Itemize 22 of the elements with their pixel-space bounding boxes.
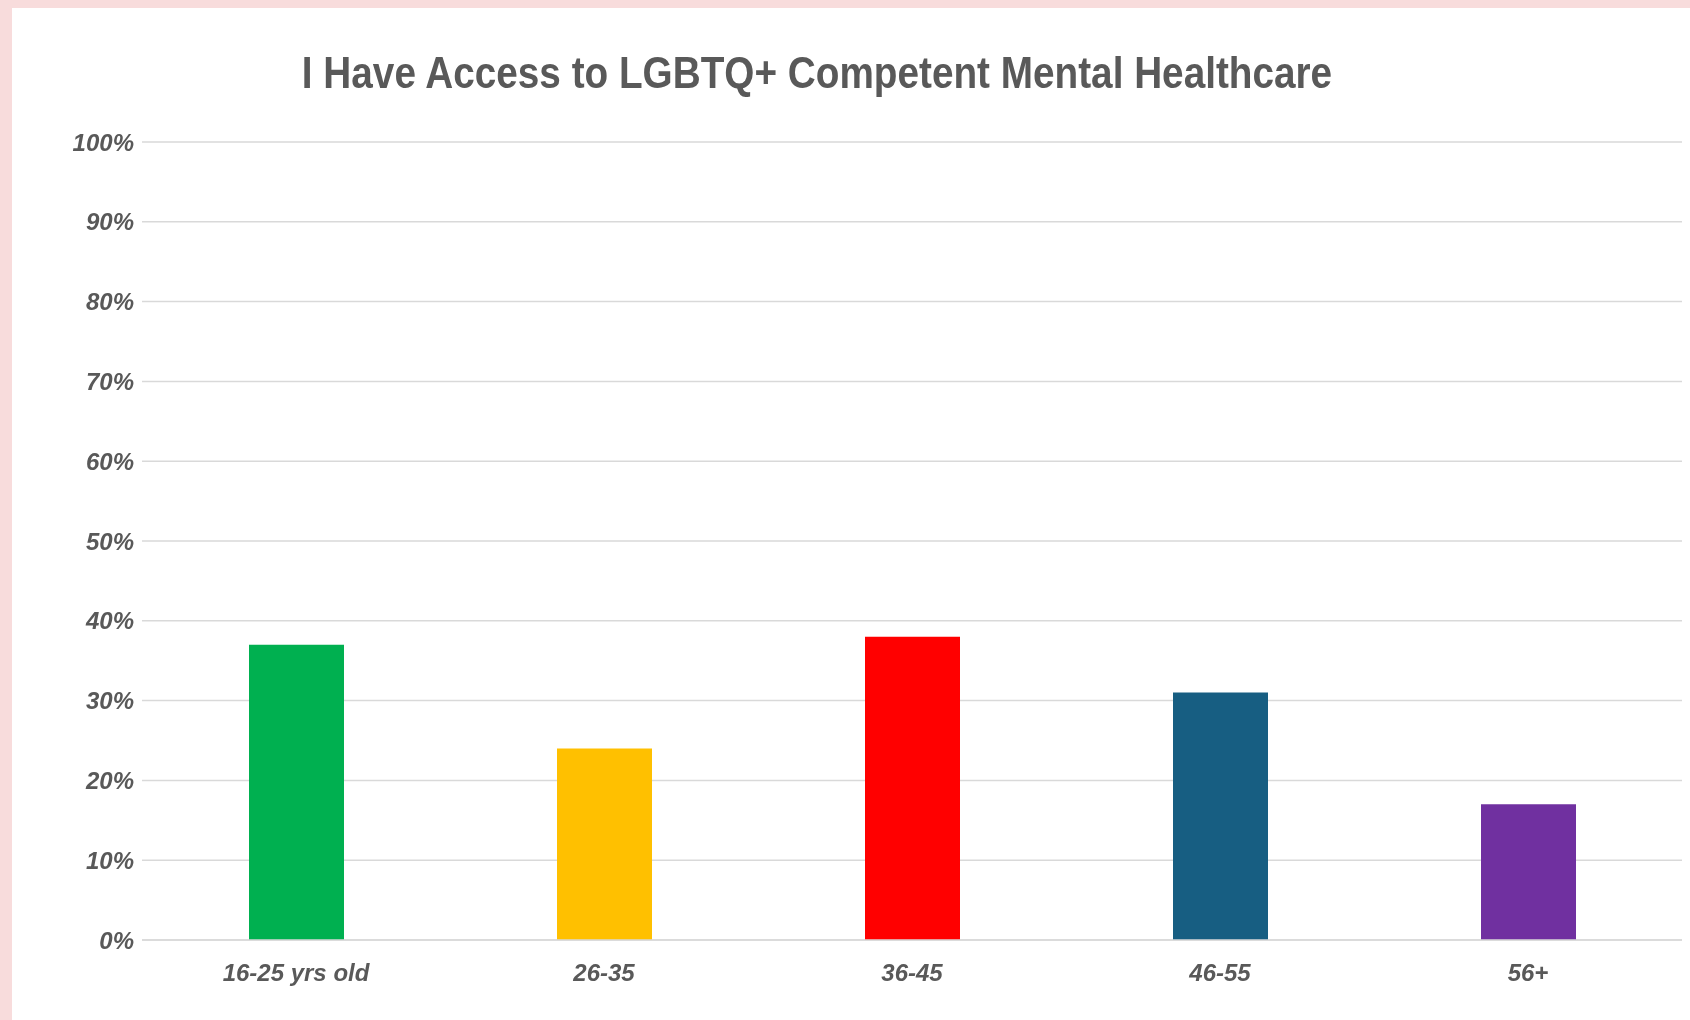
y-tick-label: 10% [85,846,134,874]
x-tick-label: 16-25 yrs old [222,959,371,987]
x-tick-label: 56+ [1507,959,1549,987]
y-tick-label: 90% [85,208,134,236]
x-tick-label: 26-35 [572,959,636,987]
y-tick-label: 20% [84,766,134,794]
y-tick-label: 40% [84,607,134,635]
y-tick-label: 0% [99,926,134,954]
bar [557,748,652,940]
x-tick-label: 36-45 [881,959,944,987]
bar [249,644,344,940]
bar [865,636,960,940]
bar [1173,692,1268,940]
bar [1481,804,1576,940]
y-tick-label: 60% [85,447,134,475]
y-tick-label: 30% [85,687,134,715]
chart-title: I Have Access to LGBTQ+ Competent Mental Healthcare [300,48,1334,98]
y-tick-label: 100% [72,128,134,156]
y-tick-label: 70% [85,367,134,395]
y-tick-label: 50% [85,527,134,555]
x-tick-label: 46-55 [1188,959,1252,987]
y-tick-label: 80% [85,288,134,316]
